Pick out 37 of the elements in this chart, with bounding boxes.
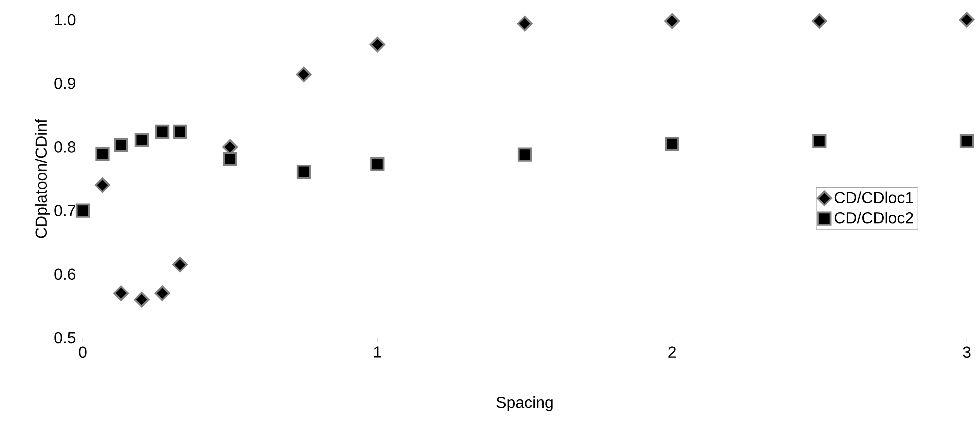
point	[172, 257, 188, 273]
y-tick-label: 0.7	[54, 205, 76, 216]
point	[665, 136, 680, 152]
legend-label: CD/CDloc2	[834, 212, 914, 224]
y-tick-label: 0.9	[54, 78, 76, 90]
point	[95, 178, 110, 194]
y-tick-label: 1.0	[55, 14, 76, 26]
point	[370, 157, 385, 172]
point	[223, 152, 238, 166]
x-axis-title: Spacing	[496, 396, 553, 412]
y-tick-label: 0.6	[54, 268, 76, 280]
point	[517, 16, 533, 32]
point	[114, 138, 128, 152]
y-tick-label: 0.5	[54, 332, 76, 344]
point	[114, 286, 130, 302]
x-tick-label: 1	[374, 346, 382, 358]
y-tick-label: 0.8	[54, 142, 76, 153]
x-tick-label: 0	[79, 346, 87, 358]
y-axis-title: CDplatoon/CDinf	[35, 118, 50, 238]
point	[296, 164, 312, 180]
x-tick-label: 3	[963, 346, 971, 358]
point	[518, 148, 532, 162]
point	[664, 14, 680, 30]
point	[960, 134, 974, 149]
point	[812, 134, 827, 149]
point	[812, 14, 828, 30]
point	[296, 66, 312, 82]
legend-label: CD/CDloc1	[834, 192, 914, 204]
point	[134, 292, 150, 308]
point	[76, 204, 90, 218]
x-tick-label: 2	[668, 346, 676, 358]
point	[173, 124, 188, 140]
point	[134, 133, 150, 148]
point	[96, 147, 110, 162]
point	[154, 286, 170, 302]
point	[370, 37, 386, 53]
point	[155, 124, 170, 140]
